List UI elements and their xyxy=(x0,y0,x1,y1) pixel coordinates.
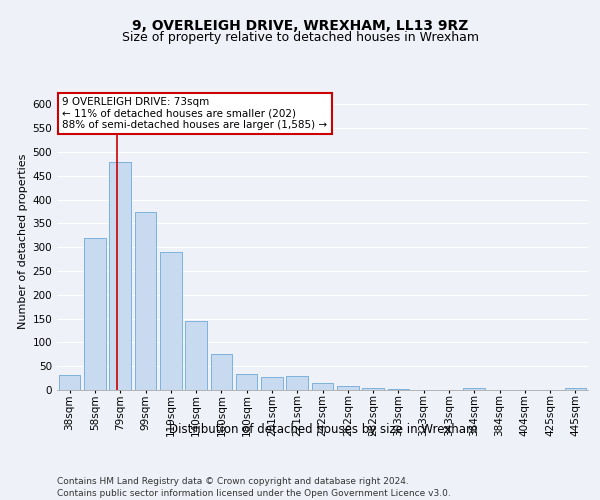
Bar xyxy=(59,375,80,390)
Bar xyxy=(286,376,308,390)
Bar xyxy=(565,388,586,390)
Bar xyxy=(84,238,106,390)
Bar xyxy=(109,162,131,390)
Bar xyxy=(135,212,156,390)
Bar xyxy=(160,252,182,390)
Text: Distribution of detached houses by size in Wrexham: Distribution of detached houses by size … xyxy=(169,422,477,436)
Y-axis label: Number of detached properties: Number of detached properties xyxy=(18,154,28,329)
Text: Contains HM Land Registry data © Crown copyright and database right 2024.
Contai: Contains HM Land Registry data © Crown c… xyxy=(57,476,451,498)
Text: Size of property relative to detached houses in Wrexham: Size of property relative to detached ho… xyxy=(121,31,479,44)
Bar xyxy=(312,383,333,390)
Text: 9 OVERLEIGH DRIVE: 73sqm
← 11% of detached houses are smaller (202)
88% of semi-: 9 OVERLEIGH DRIVE: 73sqm ← 11% of detach… xyxy=(62,97,328,130)
Bar xyxy=(211,354,232,390)
Bar xyxy=(362,388,384,390)
Bar xyxy=(463,388,485,390)
Bar xyxy=(185,321,207,390)
Bar xyxy=(236,374,257,390)
Bar xyxy=(337,386,359,390)
Text: 9, OVERLEIGH DRIVE, WREXHAM, LL13 9RZ: 9, OVERLEIGH DRIVE, WREXHAM, LL13 9RZ xyxy=(132,19,468,33)
Bar xyxy=(261,376,283,390)
Bar xyxy=(388,389,409,390)
